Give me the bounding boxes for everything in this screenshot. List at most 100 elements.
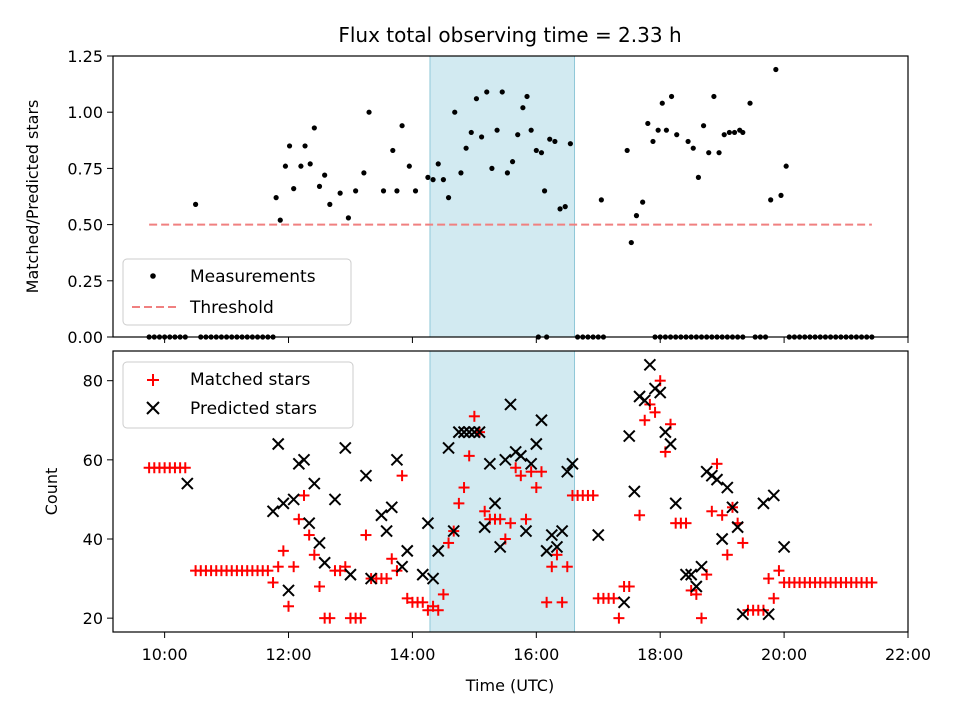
x-tick-label: 22:00 — [885, 645, 931, 664]
matched-star-point — [288, 561, 300, 573]
matched-star-point — [763, 573, 775, 585]
matched-star-point — [520, 513, 532, 525]
predicted-star-point — [271, 437, 285, 451]
measurement-point — [452, 109, 458, 115]
legend-measurements-label: Measurements — [190, 267, 316, 287]
measurement-point — [778, 192, 784, 198]
measurement-point — [528, 127, 534, 133]
matched-star-point — [515, 470, 527, 482]
top-panel-ticks: 0.00 0.25 0.50 0.75 1.00 1.25 — [67, 47, 909, 347]
predicted-star-point — [504, 398, 517, 411]
measurement-point — [484, 89, 490, 95]
measurement-point — [302, 143, 308, 149]
matched-star-point — [324, 612, 336, 624]
matched-star-point — [525, 466, 537, 478]
bottom-y-axis-label: Count — [42, 468, 61, 516]
measurement-point — [430, 177, 436, 183]
predicted-star-point — [566, 457, 579, 471]
predicted-star-point — [457, 425, 471, 439]
matched-star-point — [437, 588, 449, 600]
top-y-tick-label: 0.25 — [67, 272, 103, 291]
predicted-star-point — [514, 449, 528, 463]
measurement-point — [478, 134, 485, 140]
predicted-star-point — [359, 469, 373, 482]
predicted-star-point — [318, 556, 331, 569]
matched-star-point — [505, 517, 516, 529]
matched-star-point — [298, 489, 310, 501]
bottom-panel-series — [143, 358, 878, 624]
x-tick-label: 14:00 — [389, 645, 435, 664]
predicted-star-point — [452, 425, 466, 439]
measurement-point — [286, 143, 293, 149]
legend-threshold-label: Threshold — [189, 298, 274, 318]
predicted-star-point — [277, 497, 290, 510]
x-tick-label: 12:00 — [265, 645, 311, 664]
measurement-point — [380, 188, 387, 194]
matched-star-point — [608, 592, 620, 604]
measurement-point — [327, 201, 333, 207]
matched-star-point — [680, 517, 692, 529]
predicted-star-point — [462, 425, 476, 439]
measurement-point — [282, 163, 289, 169]
predicted-star-point — [659, 425, 672, 439]
predicted-star-point — [757, 497, 770, 510]
measurement-point — [445, 195, 452, 201]
predicted-star-point — [395, 560, 409, 573]
predicted-star-point — [308, 477, 321, 490]
predicted-star-point — [287, 493, 300, 506]
matched-star-point — [711, 458, 723, 470]
bottom-legend: Matched stars Predicted stars — [122, 361, 354, 429]
top-legend-box — [122, 258, 352, 326]
chart-title: Flux total observing time = 2.33 h — [338, 23, 681, 47]
measurement-point — [538, 150, 545, 156]
measurement-point — [547, 136, 553, 142]
matched-star-point — [866, 577, 878, 589]
measurement-point — [509, 159, 516, 165]
predicted-star-point — [181, 477, 194, 490]
predicted-star-point — [710, 473, 724, 486]
matched-star-point — [277, 545, 289, 557]
predicted-star-point — [488, 497, 502, 510]
measurement-point — [721, 132, 727, 138]
measurement-point — [711, 93, 717, 100]
x-tick-label: 20:00 — [761, 645, 807, 664]
x-axis-label: Time (UTC) — [465, 676, 554, 695]
predicted-star-point — [654, 386, 667, 399]
top-panel: 0.00 0.25 0.50 0.75 1.00 1.25 Matched/Predict… — [23, 47, 909, 347]
measurement-point — [435, 161, 441, 167]
predicted-star-point — [638, 394, 651, 407]
measurement-point — [567, 141, 573, 147]
matched-star-point — [293, 513, 305, 525]
predicted-star-point — [736, 607, 750, 621]
predicted-star-point — [499, 453, 512, 467]
predicted-star-point — [519, 524, 533, 538]
measurement-point — [668, 93, 675, 100]
x-tick-label: 16:00 — [513, 645, 559, 664]
measurement-point — [674, 132, 680, 138]
measurement-point — [598, 197, 604, 203]
measurement-point — [412, 188, 419, 194]
matched-star-point — [267, 577, 279, 589]
predicted-star-point — [297, 453, 311, 467]
bottom-panel: 10:00 12:00 14:00 16:00 18:00 20:00 22:00 20 40 6… — [42, 350, 931, 695]
matched-star-point — [690, 588, 702, 600]
measurement-point — [298, 163, 304, 169]
measurement-point — [557, 206, 563, 212]
measurement-point — [783, 163, 789, 169]
predicted-star-point — [282, 584, 295, 597]
x-tick-label: 18:00 — [637, 645, 683, 664]
measurement-point — [524, 93, 530, 100]
matched-star-point — [468, 410, 480, 422]
measurement-point — [322, 172, 328, 178]
bottom-y-tick-label: 80 — [83, 372, 103, 391]
measurement-point — [552, 138, 558, 145]
measurement-point — [515, 132, 521, 138]
matched-star-point — [706, 505, 718, 517]
matched-star-point — [417, 596, 429, 608]
matched-star-point — [716, 509, 728, 521]
matched-star-point — [463, 450, 475, 462]
legend-predicted-marker — [146, 401, 160, 415]
matched-star-point — [479, 505, 491, 517]
matched-star-point — [458, 482, 470, 494]
measurement-point — [690, 145, 696, 151]
